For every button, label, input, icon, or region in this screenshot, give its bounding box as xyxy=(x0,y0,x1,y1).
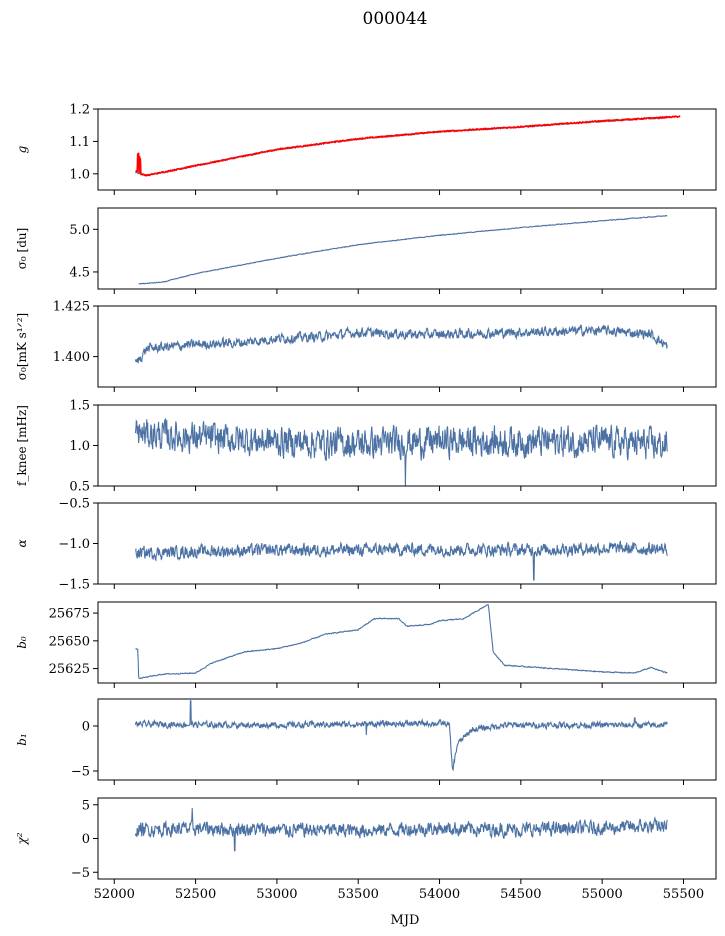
axes-frame-chi2 xyxy=(97,797,717,880)
series-line-g-1 xyxy=(135,115,681,177)
y-tick-label-fknee: 1.0 xyxy=(69,439,90,454)
y-tick-label-g: 1.1 xyxy=(69,135,90,150)
panel-sigma0_du: 4.5 5.0 σ₀ [du] xyxy=(15,207,717,294)
y-tick-label-fknee: 1.5 xyxy=(69,399,90,414)
y-axis-label-g: g xyxy=(15,145,29,153)
y-tick-label-chi2: 5 xyxy=(82,798,90,813)
y-axis-label-sigma0_du: σ₀ [du] xyxy=(15,228,29,270)
x-tick-label: 52000 xyxy=(94,887,135,902)
y-axis-label-sigma0_mK: σ₀[mK s¹ᐟ²] xyxy=(15,313,29,380)
y-tick-label-b0: 25675 xyxy=(49,607,90,622)
y-tick-label-chi2: 0 xyxy=(82,832,90,847)
figure-title: 000044 xyxy=(363,9,428,29)
x-tick-label: 53500 xyxy=(338,887,379,902)
y-tick-label-sigma0_du: 5.0 xyxy=(69,223,90,238)
panel-g: 1.0 1.1 1.2 g xyxy=(15,103,717,195)
y-tick-label-fknee: 0.5 xyxy=(69,480,90,495)
series-line-fknee-0 xyxy=(134,417,668,486)
y-tick-label-alpha: −1.0 xyxy=(58,537,90,552)
series-line-sigma0_du-0 xyxy=(138,214,668,285)
y-axis-label-b0: b₀ xyxy=(15,636,29,649)
y-axis-label-fknee: f_knee [mHz] xyxy=(15,405,29,486)
y-tick-label-g: 1.0 xyxy=(69,167,90,182)
panel-b0: 25625 25650 25675 b₀ xyxy=(15,601,717,688)
axes-frame-g xyxy=(97,108,717,191)
y-tick-label-sigma0_mK: 1.400 xyxy=(53,350,90,365)
panel-chi2: −5 0 5 52000 52500 53000 53500 54000 54500 55000 5… xyxy=(15,797,717,902)
y-axis-label-chi2: χ² xyxy=(15,832,29,845)
x-tick-label: 55000 xyxy=(581,887,622,902)
y-tick-label-b0: 25625 xyxy=(49,662,90,677)
x-tick-label: 52500 xyxy=(175,887,216,902)
y-tick-label-alpha: −0.5 xyxy=(58,497,90,512)
series-line-g-0 xyxy=(134,116,668,177)
axes-frame-sigma0_du xyxy=(97,207,717,290)
y-tick-label-sigma0_du: 4.5 xyxy=(69,265,90,280)
x-tick-label: 54500 xyxy=(500,887,541,902)
y-tick-label-alpha: −1.5 xyxy=(58,578,90,593)
panels-group: 1.0 1.1 1.2 g 4.5 5.0 σ₀ [du] 1.400 1.425 σ₀[mK s… xyxy=(15,103,717,902)
axes-frame-b1 xyxy=(97,698,717,781)
panel-alpha: −1.5 −1.0 −0.5 α xyxy=(15,497,717,593)
y-tick-label-b1: −5 xyxy=(71,765,90,780)
y-axis-label-b1: b₁ xyxy=(15,733,29,746)
axes-frame-sigma0_mK xyxy=(97,305,717,388)
x-axis-label: MJD xyxy=(391,913,420,928)
panel-fknee: 0.5 1.0 1.5 f_knee [mHz] xyxy=(15,399,717,495)
y-tick-label-sigma0_mK: 1.425 xyxy=(53,300,90,315)
y-tick-label-b1: 0 xyxy=(82,720,90,735)
panel-sigma0_mK: 1.400 1.425 σ₀[mK s¹ᐟ²] xyxy=(15,300,717,392)
series-line-b1-0 xyxy=(134,700,668,772)
y-axis-label-alpha: α xyxy=(15,539,29,547)
axes-frame-b0 xyxy=(97,601,717,684)
series-line-b0-0 xyxy=(135,603,668,680)
panel-b1: −5 0 b₁ xyxy=(15,698,717,785)
x-tick-label: 54000 xyxy=(419,887,460,902)
y-tick-label-b0: 25650 xyxy=(49,634,90,649)
y-tick-label-chi2: −5 xyxy=(71,866,90,881)
series-line-sigma0_mK-0 xyxy=(134,323,668,364)
y-tick-label-g: 1.2 xyxy=(69,103,90,118)
series-line-alpha-0 xyxy=(134,540,668,581)
series-line-chi2-0 xyxy=(134,808,668,852)
x-tick-label: 53000 xyxy=(256,887,297,902)
x-tick-label: 55500 xyxy=(663,887,704,902)
